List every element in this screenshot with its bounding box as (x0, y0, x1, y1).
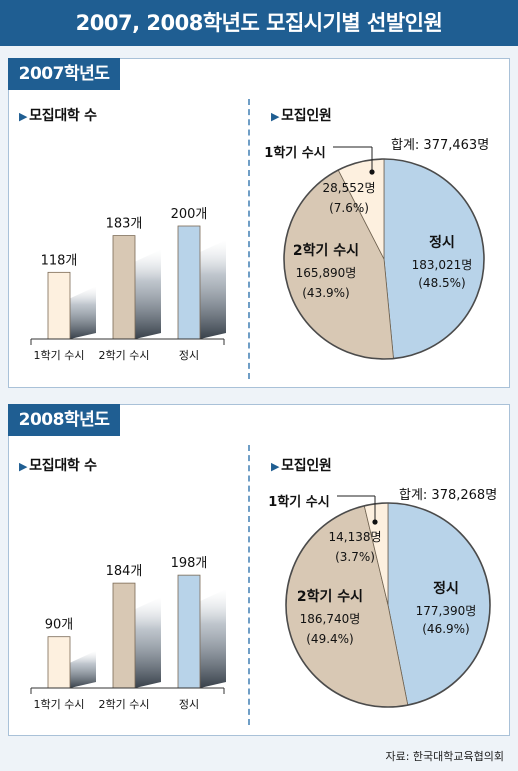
source-note: 자료: 한국대학교육협의회 (385, 750, 504, 763)
x-tick-label: 1학기 수시 (34, 349, 85, 362)
triangle-bullet-icon: ▶ (19, 110, 28, 123)
pie-total-label: 합계: 378,268명 (399, 488, 497, 503)
slice-value-label: 183,021명 (412, 258, 473, 272)
triangle-bullet-icon: ▶ (19, 460, 28, 473)
slice-value-label: 165,890명 (296, 266, 357, 280)
pie-chart-heading: ▶ 모집인원 (271, 105, 332, 125)
x-tick-label: 2학기 수시 (99, 349, 150, 362)
dashed-divider (248, 99, 250, 379)
slice-pct-label: (43.9%) (302, 286, 349, 300)
slice-name-label: 1학기 수시 (264, 145, 325, 161)
bar-chart-heading: ▶ 모집대학 수 (19, 105, 97, 125)
slice-pct-label: (49.4%) (306, 632, 353, 646)
slice-name-label: 2학기 수시 (293, 243, 359, 259)
slice-value-label: 177,390명 (416, 604, 477, 618)
bar-shadow (135, 249, 161, 339)
bar-shadow (70, 286, 96, 339)
triangle-bullet-icon: ▶ (271, 460, 280, 473)
bar-chart-heading: ▶ 모집대학 수 (19, 455, 97, 475)
slice-pct-label: (3.7%) (335, 550, 375, 564)
x-tick-label: 정시 (179, 349, 199, 362)
year-tab: 2007학년도 (8, 58, 120, 90)
slice-value-label: 14,138명 (328, 530, 381, 544)
bar-shadow (70, 650, 96, 688)
slice-name-label: 2학기 수시 (297, 589, 363, 605)
pie-chart-heading: ▶ 모집인원 (271, 455, 332, 475)
x-tick-label: 정시 (179, 698, 199, 711)
pie-outline (285, 502, 491, 708)
callout-dot (372, 519, 378, 525)
slice-value-label: 186,740명 (300, 612, 361, 626)
dashed-divider (248, 445, 250, 725)
year-tab: 2008학년도 (8, 404, 120, 436)
slice-name-label: 1학기 수시 (268, 494, 329, 510)
triangle-bullet-icon: ▶ (271, 110, 280, 123)
bar-chart-title: 모집대학 수 (29, 458, 97, 474)
pie-chart-title: 모집인원 (281, 108, 332, 124)
pie-chart-title: 모집인원 (281, 458, 332, 474)
bar-value-label: 184개 (106, 564, 143, 579)
page-title: 2007, 2008학년도 모집시기별 선발인원 (0, 0, 518, 46)
bar-shadow (200, 240, 226, 339)
bar-value-label: 90개 (45, 618, 74, 633)
bar-shadow (135, 597, 161, 688)
callout-dot (369, 169, 375, 175)
bar-shadow (200, 589, 226, 688)
x-tick-label: 2학기 수시 (99, 698, 150, 711)
pie-outline (283, 158, 485, 360)
panel-2008: 2008학년도 ▶ 모집대학 수 ▶ 모집인원 90개 1학기 수시 184개 2학기 수… (8, 404, 510, 736)
bar-value-label: 200개 (171, 207, 208, 222)
bar-value-label: 198개 (171, 556, 208, 571)
bar-value-label: 118개 (41, 253, 78, 268)
slice-name-label: 정시 (433, 580, 459, 597)
x-tick-label: 1학기 수시 (34, 698, 85, 711)
slice-pct-label: (7.6%) (329, 201, 369, 215)
slice-name-label: 정시 (429, 234, 455, 251)
bar-value-label: 183개 (106, 217, 143, 232)
slice-value-label: 28,552명 (322, 181, 375, 195)
pie-total-label: 합계: 377,463명 (391, 138, 489, 153)
slice-pct-label: (48.5%) (418, 276, 465, 290)
slice-pct-label: (46.9%) (422, 622, 469, 636)
panel-2007: 2007학년도 ▶ 모집대학 수 ▶ 모집인원 118개 1학기 수시 183개 2학기 … (8, 58, 510, 388)
bar-chart-title: 모집대학 수 (29, 108, 97, 124)
